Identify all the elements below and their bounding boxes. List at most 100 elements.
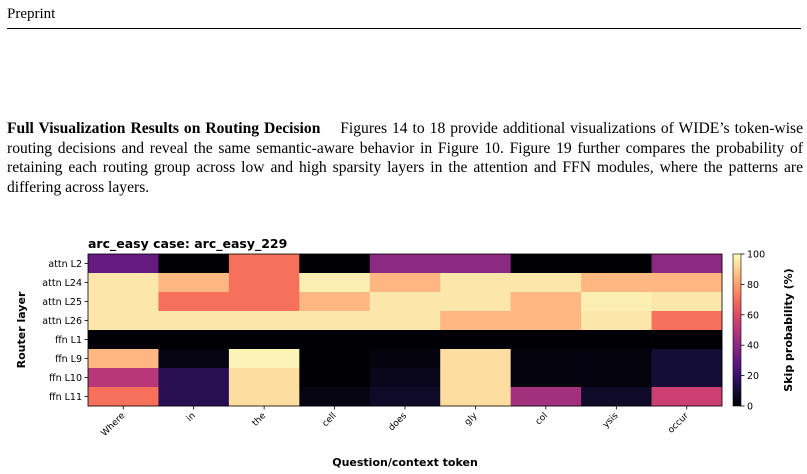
heatmap-cell — [369, 254, 441, 274]
x-tick-labels: Where in the cell does gly col ysis occur — [100, 406, 691, 439]
heatmap-cell — [299, 254, 371, 274]
paragraph: Full Visualization Results on Routing De… — [7, 119, 803, 197]
heatmap-cell — [369, 292, 441, 312]
heatmap-cell — [510, 387, 582, 407]
heatmap-cell — [228, 368, 300, 388]
heatmap-cell — [88, 311, 159, 331]
y-tick-label: attn L2 — [48, 259, 82, 270]
x-tick-label: occur — [666, 411, 691, 436]
heatmap-cell — [369, 387, 441, 407]
colorbar-tick-label: 100 — [747, 250, 765, 261]
paragraph-body: Figures 14 to 18 provide additional visu… — [7, 120, 804, 196]
heatmap-cell — [581, 349, 652, 369]
heatmap-cell — [299, 368, 371, 388]
heatmap-cell — [299, 292, 371, 312]
heatmap-cell — [369, 273, 441, 293]
x-tick-label: Where — [100, 411, 128, 439]
heatmap-cell — [510, 273, 582, 293]
heatmap-cell — [299, 349, 371, 369]
heatmap-cell — [158, 311, 230, 331]
heatmap-cell — [369, 330, 441, 350]
heatmap-cell — [299, 330, 371, 350]
heatmap-cell — [228, 330, 300, 350]
y-tick-label: attn L25 — [42, 297, 82, 308]
y-axis-label: Router layer — [15, 291, 28, 368]
heatmap-cell — [510, 292, 582, 312]
heatmap-cell — [581, 254, 652, 274]
heatmap-cell — [88, 254, 159, 274]
chart-title: arc_easy case: arc_easy_229 — [88, 236, 287, 252]
y-tick-labels: attn L2 attn L24 attn L25 attn L26 ffn L1 ffn… — [42, 259, 88, 403]
heatmap-cell — [88, 330, 159, 350]
heatmap-cell — [369, 368, 441, 388]
paragraph-heading: Full Visualization Results on Routing De… — [7, 120, 321, 137]
running-header: Preprint — [7, 6, 56, 22]
heatmap-cell — [651, 254, 723, 274]
heatmap-cell — [440, 330, 512, 350]
heatmap-cell — [228, 349, 300, 369]
colorbar-tick-label: 80 — [747, 280, 759, 291]
heatmap-cell — [581, 368, 652, 388]
heatmap-cell — [228, 254, 300, 274]
heatmap-cell — [228, 292, 300, 312]
heatmap-cell — [299, 387, 371, 407]
heatmap-cell — [651, 292, 723, 312]
heatmap-cell — [158, 273, 230, 293]
heatmap-cell — [369, 349, 441, 369]
heatmap-figure: arc_easy case: arc_easy_229 attn L2attn … — [15, 236, 795, 469]
y-tick-label: ffn L1 — [55, 335, 82, 346]
y-tick-label: attn L24 — [42, 278, 82, 289]
colorbar — [732, 253, 742, 407]
y-tick-label: ffn L11 — [49, 392, 82, 403]
heatmap-cell — [88, 368, 159, 388]
heatmap-cell — [651, 273, 723, 293]
header-rule — [7, 28, 801, 29]
heatmap-cell — [440, 254, 512, 274]
heatmap-cell — [88, 292, 159, 312]
heatmap-cell — [299, 311, 371, 331]
heatmap-cell — [440, 387, 512, 407]
x-axis-label: Question/context token — [332, 456, 478, 469]
heatmap-cell — [158, 330, 230, 350]
heatmap-cell — [369, 311, 441, 331]
heatmap-cell — [440, 349, 512, 369]
heatmap-cell — [158, 254, 230, 274]
heatmap-cell — [228, 387, 300, 407]
heatmap-cell — [510, 368, 582, 388]
heatmap-cell — [581, 311, 652, 331]
colorbar-tick-label: 40 — [747, 341, 759, 352]
heatmap-cell — [581, 387, 652, 407]
y-tick-label: attn L26 — [42, 316, 82, 327]
heatmap-cell — [651, 330, 723, 350]
heatmap-cell — [158, 368, 230, 388]
heatmap-cell — [440, 311, 512, 331]
heatmap-cell — [158, 349, 230, 369]
heatmap-cell — [510, 349, 582, 369]
y-tick-label: ffn L9 — [55, 354, 82, 365]
heatmap-cells — [88, 254, 723, 407]
heatmap-cell — [651, 349, 723, 369]
x-tick-label: does — [387, 411, 409, 433]
heatmap-cell — [88, 387, 159, 407]
x-tick-label: gly — [463, 411, 480, 428]
colorbar-tick-label: 60 — [747, 310, 759, 321]
x-tick-label: col — [534, 411, 550, 427]
x-tick-label: ysis — [601, 411, 620, 430]
heatmap-cell — [228, 273, 300, 293]
colorbar-label: Skip probability (%) — [782, 268, 795, 391]
heatmap-cell — [581, 273, 652, 293]
heatmap-cell — [228, 311, 300, 331]
x-tick-label: the — [251, 411, 269, 429]
heatmap-cell — [440, 273, 512, 293]
heatmap-cell — [88, 273, 159, 293]
heatmap-cell — [651, 387, 723, 407]
colorbar-ticks: 0 20 40 60 80 100 — [741, 250, 765, 413]
y-tick-label: ffn L10 — [49, 373, 82, 384]
heatmap-cell — [299, 273, 371, 293]
heatmap-cell — [510, 311, 582, 331]
heatmap-cell — [581, 292, 652, 312]
heatmap-cell — [581, 330, 652, 350]
colorbar-tick-label: 0 — [747, 402, 753, 413]
heatmap-cell — [158, 387, 230, 407]
heatmap-cell — [158, 292, 230, 312]
